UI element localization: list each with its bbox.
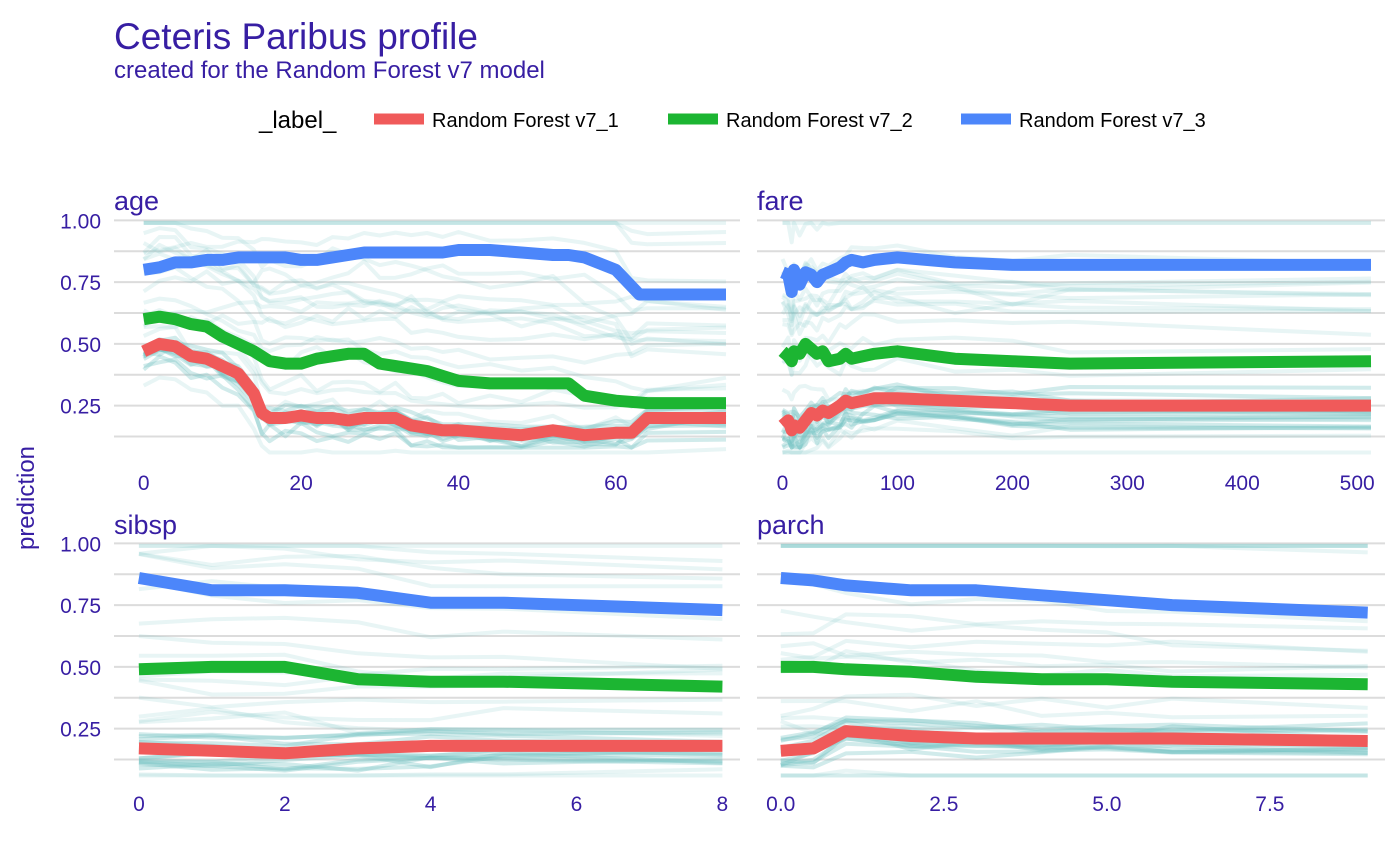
x-tick-label: 6 (571, 793, 583, 816)
series-line-3 (137, 572, 723, 617)
x-tick-label: 5.0 (1092, 793, 1121, 816)
series-line-2 (138, 660, 723, 693)
series-line-3 (780, 572, 1368, 619)
x-tick-label: 20 (289, 472, 312, 495)
x-tick-label: 40 (447, 472, 470, 495)
series-line-3 (780, 251, 1371, 298)
background-profiles (138, 543, 723, 778)
series-line-2 (778, 337, 1372, 370)
x-tick-label: 100 (880, 472, 915, 495)
x-tick-label: 500 (1340, 472, 1375, 495)
legend-title: _label_ (258, 107, 337, 134)
x-tick-label: 0 (138, 472, 150, 495)
x-tick-label: 0.0 (766, 793, 795, 816)
series-line-2 (780, 660, 1368, 691)
x-tick-label: 0 (133, 793, 145, 816)
panel-title: fare (757, 186, 804, 216)
panel-sibsp: sibsp 0.25 0.50 0.75 1.00 0 2 4 6 8 (60, 510, 740, 816)
x-tick-label: 0 (777, 472, 789, 495)
y-tick-label: 0.75 (60, 595, 101, 618)
panel-fare: fare 0 100 200 300 400 500 (757, 186, 1385, 495)
x-tick-label: 2 (279, 793, 291, 816)
x-tick-label: 8 (717, 793, 729, 816)
legend-entry: Random Forest v7_3 (1019, 110, 1206, 132)
y-tick-label: 0.25 (60, 719, 101, 742)
y-tick-label: 0.50 (60, 657, 101, 680)
legend-entry: Random Forest v7_2 (726, 110, 913, 132)
y-tick-label: 1.00 (60, 210, 101, 233)
panel-title: sibsp (114, 510, 177, 540)
series-line-1 (778, 392, 1371, 437)
series-line-2 (142, 310, 726, 410)
series-line-3 (142, 244, 726, 301)
chart-title: Ceteris Paribus profile (114, 16, 478, 57)
panel-title: parch (757, 510, 825, 540)
x-tick-label: 300 (1110, 472, 1145, 495)
x-tick-label: 400 (1225, 472, 1260, 495)
legend-entry: Random Forest v7_1 (432, 110, 619, 132)
series-line-1 (141, 337, 726, 442)
x-tick-label: 200 (995, 472, 1030, 495)
y-axis-label: prediction (13, 446, 40, 550)
panel-age: age 0.25 0.50 0.75 1.00 0 20 40 60 (60, 186, 740, 495)
y-tick-label: 0.75 (60, 272, 101, 295)
panel-parch: parch 0.0 2.5 5.0 7.5 (757, 510, 1385, 816)
chart-subtitle: created for the Random Forest v7 model (114, 57, 545, 84)
x-tick-label: 4 (425, 793, 437, 816)
legend: Random Forest v7_1 Random Forest v7_2 Rand… (374, 110, 1206, 132)
x-tick-label: 7.5 (1255, 793, 1284, 816)
y-tick-label: 0.25 (60, 396, 101, 419)
series-line-1 (780, 725, 1368, 757)
y-tick-label: 0.50 (60, 334, 101, 357)
x-tick-label: 60 (604, 472, 627, 495)
series-line-1 (138, 739, 723, 760)
y-tick-label: 1.00 (60, 533, 101, 556)
x-tick-label: 2.5 (929, 793, 958, 816)
panel-title: age (114, 186, 159, 216)
